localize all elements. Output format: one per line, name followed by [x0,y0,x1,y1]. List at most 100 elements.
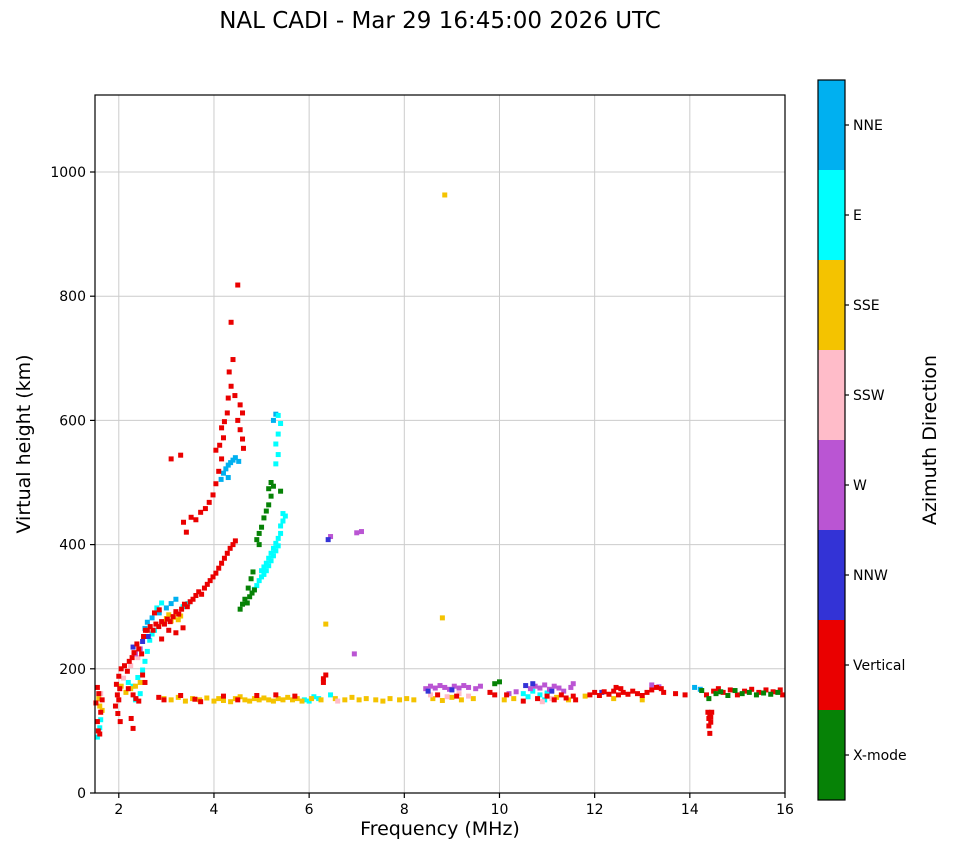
scatter-point-vertical [113,681,119,687]
scatter-point-nnw [130,644,136,650]
scatter-point-vertical [763,687,769,693]
scatter-point-sse [356,697,362,703]
scatter-point-sse [216,696,222,702]
scatter-point-vertical [136,646,142,652]
scatter-point-e [273,441,279,447]
scatter-point-e [278,421,284,427]
scatter-point-vertical [180,625,186,631]
scatter-point-vertical [292,693,298,699]
scatter-point-sse [275,696,281,702]
scatter-point-vertical [219,425,225,431]
scatter-point-vertical [734,692,740,698]
scatter-point-vertical [520,698,526,704]
scatter-point-nnw [425,688,431,694]
scatter-point-e [537,692,543,698]
scatter-point-vertical [142,679,148,685]
scatter-point-vertical [164,616,170,622]
colorbar-segment-nnw [818,530,845,620]
scatter-point-w [456,685,462,691]
colorbar-segment-e [818,170,845,260]
scatter-point-e [328,692,334,698]
scatter-point-vertical [708,714,714,720]
scatter-point-vertical [130,692,136,698]
scatter-point-vertical [188,514,194,520]
scatter-point-vertical [592,689,598,695]
scatter-point-e [275,431,281,437]
scatter-point-sse [639,697,645,703]
scatter-point-e [266,563,272,569]
scatter-point-w [427,683,433,689]
scatter-point-vertical [320,676,326,682]
scatter-point-sse [97,703,103,709]
scatter-point-ssw [128,663,134,669]
scatter-point-vertical [230,357,236,363]
y-tick-label: 800 [59,289,86,305]
scatter-point-nne [692,684,698,690]
scatter-point-sse [168,697,174,703]
scatter-point-nnw [145,634,151,640]
scatter-point-nne [232,455,238,461]
scatter-point-vertical [224,550,230,556]
scatter-point-x-mode [256,542,262,548]
scatter-point-w [513,689,519,695]
scatter-point-e [282,513,288,519]
scatter-point-x-mode [261,515,267,521]
scatter-point-vertical [235,417,241,423]
scatter-point-vertical [620,689,626,695]
scatter-point-vertical [606,691,612,697]
scatter-point-vertical [168,456,174,462]
scatter-point-x-mode [278,488,284,494]
colorbar-outline [817,79,846,801]
scatter-point-vertical [117,686,123,692]
scatter-point-vertical [216,468,222,474]
scatter-point-x-mode [244,600,250,606]
scatter-point-w [473,686,479,692]
scatter-point-vertical [198,699,204,705]
scatter-point-e [275,452,281,458]
scatter-point-x-mode [718,689,724,695]
scatter-point-sse [228,699,234,705]
scatter-point-vertical [219,456,225,462]
scatter-point-vertical [141,634,147,640]
scatter-point-vertical [124,668,130,674]
scatter-point-vertical [115,711,121,717]
scatter-point-x-mode [240,601,246,607]
scatter-point-x-mode [739,691,745,697]
scatter-point-vertical [99,697,105,703]
scatter-point-vertical [230,542,236,548]
scatter-point-vertical [126,658,132,664]
scatter-point-vertical [159,619,165,625]
scatter-point-e [275,543,281,549]
scatter-point-vertical [630,688,636,694]
scatter-point-w [649,682,655,688]
scatter-point-vertical [131,650,137,656]
scatter-point-vertical [173,609,179,615]
scatter-point-e [525,694,531,700]
scatter-point-sse [387,696,393,702]
scatter-point-vertical [634,691,640,697]
scatter-point-x-mode [259,524,265,530]
x-tick-label: 14 [681,802,699,818]
scatter-point-vertical [487,689,493,695]
scatter-point-vertical [228,319,234,325]
scatter-point-vertical [703,692,709,698]
scatter-point-vertical [201,585,207,591]
x-axis-label: Frequency (MHz) [360,818,520,840]
scatter-point-vertical [217,442,223,448]
scatter-point-nnw [530,681,536,687]
scatter-point-sse [380,698,386,704]
scatter-point-vertical [193,593,199,599]
scatter-point-vertical [134,641,140,647]
scatter-point-vertical [232,393,238,399]
x-tick-label: 8 [400,802,409,818]
scatter-point-vertical [544,693,550,699]
scatter-point-sse [123,689,129,695]
scatter-point-sse [182,698,188,704]
scatter-point-e [256,578,262,584]
scatter-point-e [268,558,274,564]
scatter-point-vertical [176,611,182,617]
scatter-point-vertical [206,499,212,505]
scatter-point-e [520,691,526,697]
colorbar-tick-label: NNE [853,118,883,134]
